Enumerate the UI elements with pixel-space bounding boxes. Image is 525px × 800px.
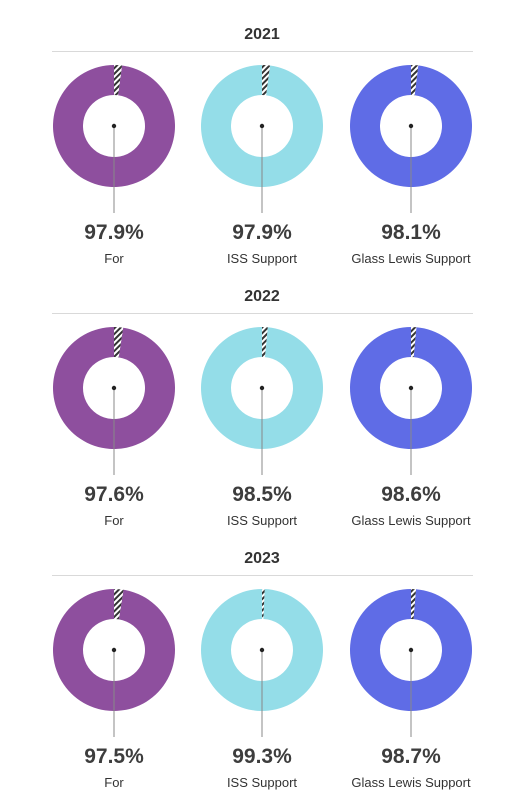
series-name-label: ISS Support	[227, 251, 297, 266]
donut-glass-lewis-support: 98.6% Glass Lewis Support	[350, 327, 473, 528]
percent-label: 98.5%	[232, 483, 292, 506]
center-dot	[408, 385, 414, 391]
donut-remainder-slice	[411, 65, 419, 96]
series-name-label: For	[104, 775, 124, 790]
center-dot	[259, 385, 265, 391]
year-title: 2022	[244, 288, 280, 305]
donut-remainder-slice	[114, 327, 124, 358]
donut-value-slice	[349, 588, 472, 711]
center-dot	[111, 385, 117, 391]
donut-remainder-slice	[262, 65, 271, 96]
series-name-label: Glass Lewis Support	[351, 513, 471, 528]
series-name-label: For	[104, 251, 124, 266]
donut-value-slice	[349, 65, 472, 187]
donut-for: 97.5% For	[52, 588, 175, 790]
donut-remainder-slice	[411, 589, 416, 620]
year-title: 2021	[244, 26, 280, 43]
donut-iss-support: 98.5% ISS Support	[200, 327, 323, 528]
year-panel-2023: 2023 97.5% For 99.3% ISS Support 98.7% Glass L…	[52, 550, 473, 790]
series-name-label: For	[104, 513, 124, 528]
percent-label: 97.9%	[232, 221, 292, 244]
percent-label: 98.7%	[381, 745, 441, 768]
donut-value-slice	[52, 327, 175, 449]
center-dot	[111, 647, 117, 653]
percent-label: 97.5%	[84, 745, 144, 768]
series-name-label: Glass Lewis Support	[351, 251, 471, 266]
donut-remainder-slice	[411, 327, 417, 358]
donut-value-slice	[200, 64, 323, 187]
donut-glass-lewis-support: 98.1% Glass Lewis Support	[349, 65, 472, 266]
year-panel-2022: 2022 97.6% For 98.5% ISS Support 98.6% Glass L…	[52, 288, 473, 528]
series-name-label: ISS Support	[227, 513, 297, 528]
percent-label: 97.9%	[84, 221, 144, 244]
donut-value-slice	[52, 65, 175, 187]
percent-label: 99.3%	[232, 745, 292, 768]
center-dot	[259, 647, 265, 653]
center-dot	[259, 123, 265, 129]
donut-remainder-slice	[114, 589, 124, 620]
donut-glass-lewis-support: 98.7% Glass Lewis Support	[349, 588, 472, 790]
donut-remainder-slice	[262, 589, 265, 620]
center-dot	[408, 647, 414, 653]
donut-for: 97.6% For	[52, 327, 175, 528]
year-panel-2021: 2021 97.9% For 97.9% ISS Support 98.1% Glass L…	[52, 26, 473, 266]
center-dot	[111, 123, 117, 129]
series-name-label: Glass Lewis Support	[351, 775, 471, 790]
center-dot	[408, 123, 414, 129]
series-name-label: ISS Support	[227, 775, 297, 790]
donut-remainder-slice	[114, 65, 123, 96]
percent-label: 98.1%	[381, 221, 441, 244]
donut-value-slice	[200, 327, 323, 449]
donut-iss-support: 99.3% ISS Support	[200, 589, 323, 790]
percent-label: 98.6%	[381, 483, 441, 506]
donut-remainder-slice	[262, 327, 268, 358]
donut-value-slice	[200, 589, 323, 711]
year-title: 2023	[244, 550, 280, 567]
donut-value-slice	[350, 327, 473, 449]
donut-value-slice	[52, 588, 175, 711]
percent-label: 97.6%	[84, 483, 144, 506]
donut-iss-support: 97.9% ISS Support	[200, 64, 323, 266]
donut-for: 97.9% For	[52, 65, 175, 266]
